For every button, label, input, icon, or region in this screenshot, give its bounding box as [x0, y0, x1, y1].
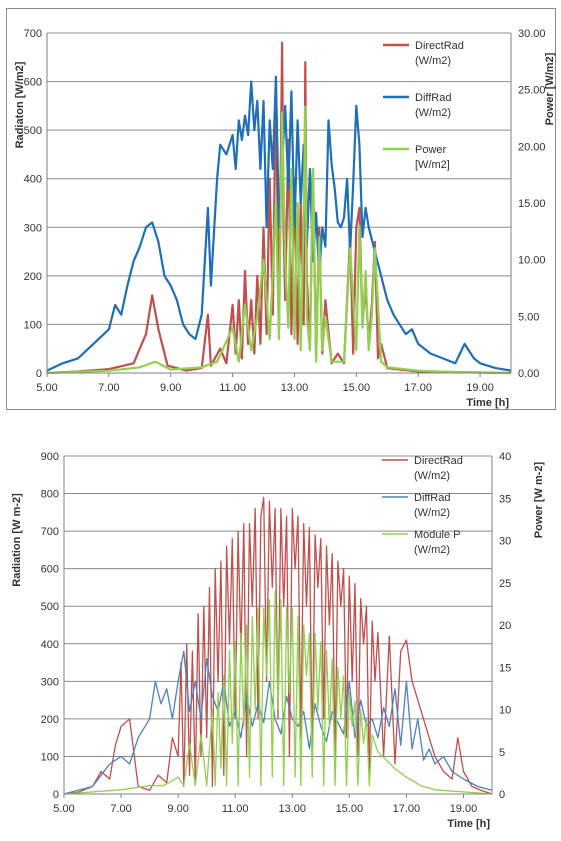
y-left-tick-label: 400: [41, 639, 59, 651]
y-left-tick-label: 900: [41, 451, 59, 463]
y-left-tick-label: 700: [41, 526, 59, 538]
series-line-2: [63, 650, 493, 795]
y-right-tick-label: 30: [499, 536, 511, 548]
legend: DirectRad (W/m2) DiffRad (W/m2) Module P (W/m…: [382, 455, 463, 556]
y-right-tick-label: 25.00: [518, 85, 546, 97]
y-right-tick-label: 0.00: [518, 368, 539, 380]
series-line-3: [63, 590, 493, 795]
x-tick-label: 15.00: [343, 382, 371, 394]
chart-top: 0 100 200 300 400 500 600 700 0.00 5.00 10.00 15.0…: [14, 28, 556, 409]
y-left-axis-label: Radiation [W m-2]: [11, 493, 23, 587]
legend-label: DiffRad: [414, 492, 450, 504]
series-line-1: [63, 496, 493, 795]
chart-bottom-panel: 0 100 200 300 400 500 600 700 800 900 0 5 10 15 20 25 3…: [6, 440, 556, 840]
x-tick-label: 7.00: [98, 382, 119, 394]
x-tick-label: 17.00: [393, 803, 421, 815]
chart-top-panel: 0 100 200 300 400 500 600 700 0.00 5.00 10.00 15.0…: [6, 8, 556, 410]
y-left-tick-label: 500: [41, 601, 59, 613]
y-left-tick-label: 100: [24, 319, 42, 331]
y-right-tick-label: 5.00: [518, 311, 539, 323]
series-layer: [63, 496, 493, 795]
y-left-axis-label: Radiaton [W/m2]: [14, 61, 26, 148]
legend-unit: [W/m2]: [415, 159, 450, 171]
legend-unit: (W/m2): [414, 507, 450, 519]
y-left-tick-label: 700: [24, 28, 42, 40]
y-left-ticks: 0 100 200 300 400 500 600 700: [24, 28, 42, 380]
legend-label: DirectRad: [415, 40, 464, 52]
series-line-3: [46, 105, 512, 375]
y-left-tick-label: 0: [36, 368, 42, 380]
y-left-tick-label: 100: [41, 751, 59, 763]
y-right-tick-label: 15.00: [518, 198, 546, 210]
y-left-tick-label: 800: [41, 489, 59, 501]
x-tick-label: 19.00: [466, 382, 494, 394]
legend-unit: (W/m2): [414, 470, 450, 482]
x-tick-label: 5.00: [36, 382, 57, 394]
x-tick-label: 13.00: [281, 382, 309, 394]
y-right-axis-label: Power [W/m2]: [544, 52, 556, 125]
x-tick-label: 9.00: [160, 382, 181, 394]
y-right-tick-label: 20.00: [518, 141, 546, 153]
y-right-tick-label: 30.00: [518, 28, 546, 40]
series-line-2: [46, 75, 512, 372]
x-tick-label: 15.00: [336, 803, 364, 815]
x-tick-label: 7.00: [110, 803, 131, 815]
legend-label: Power: [415, 144, 447, 156]
x-tick-label: 11.00: [219, 382, 246, 394]
y-left-tick-label: 200: [41, 714, 59, 726]
y-left-tick-label: 500: [24, 125, 42, 137]
y-right-ticks: 0.00 5.00 10.00 15.00 20.00 25.00 30.00: [518, 28, 546, 380]
chart-bottom: 0 100 200 300 400 500 600 700 800 900 0 5 10 15 20 25 3…: [11, 451, 545, 830]
legend-label: DiffRad: [415, 92, 451, 104]
x-ticks: 5.00 7.00 9.00 11.00 13.00 15.00 17.00 19.00: [36, 373, 494, 394]
y-right-tick-label: 0: [499, 789, 505, 801]
x-tick-label: 11.00: [222, 803, 249, 815]
y-right-tick-label: 40: [499, 451, 511, 463]
legend: DirectRad (W/m2) DiffRad (W/m2) Power [W/m2]: [383, 40, 464, 171]
legend-label: DirectRad: [414, 455, 463, 467]
y-right-tick-label: 25: [499, 578, 511, 590]
y-right-tick-label: 20: [499, 620, 511, 632]
legend-unit: (W/m2): [414, 544, 450, 556]
x-ticks: 5.00 7.00 9.00 11.00 13.00 15.00 17.00 19.00: [53, 794, 477, 815]
x-axis-label: Time [h]: [466, 397, 509, 409]
y-left-tick-label: 400: [24, 174, 42, 186]
x-tick-label: 13.00: [279, 803, 307, 815]
y-left-tick-label: 200: [24, 271, 42, 283]
y-left-tick-label: 300: [24, 222, 42, 234]
x-tick-label: 17.00: [404, 382, 432, 394]
axes: [63, 456, 493, 795]
y-right-tick-label: 5: [499, 747, 505, 759]
y-left-tick-label: 300: [41, 676, 59, 688]
y-right-tick-label: 10: [499, 705, 511, 717]
y-left-ticks: 0 100 200 300 400 500 600 700 800 900: [41, 451, 59, 801]
x-tick-label: 19.00: [450, 803, 478, 815]
y-left-tick-label: 600: [24, 77, 42, 89]
y-left-tick-label: 0: [53, 789, 59, 801]
y-left-tick-label: 600: [41, 564, 59, 576]
x-axis-label: Time [h]: [447, 818, 490, 830]
y-right-tick-label: 15: [499, 662, 511, 674]
y-right-ticks: 0 5 10 15 20 25 30 35 40: [499, 451, 511, 801]
y-right-axis-label: Power [W m-2]: [533, 461, 545, 538]
legend-label: Module P: [414, 529, 460, 541]
y-right-tick-label: 10.00: [518, 255, 546, 267]
legend-unit: (W/m2): [415, 107, 451, 119]
x-tick-label: 9.00: [167, 803, 188, 815]
x-tick-label: 5.00: [53, 803, 74, 815]
legend-unit: (W/m2): [415, 55, 451, 67]
axes: [46, 32, 512, 374]
series-layer: [46, 41, 512, 375]
y-right-tick-label: 35: [499, 493, 511, 505]
